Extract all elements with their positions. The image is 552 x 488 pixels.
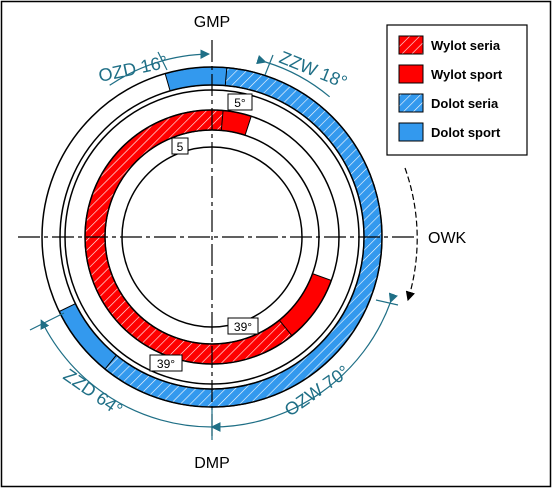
ozw-extension [375, 299, 399, 306]
zzw-extension [264, 54, 274, 76]
legend-swatch-solid-red [398, 64, 424, 84]
tdc-label: GMP [194, 14, 230, 31]
legend-label-intake-sport: Dolot sport [431, 125, 501, 140]
angle-box-exhaust-series-close: 5 [171, 137, 189, 155]
zzw-dimension-arc [256, 54, 331, 98]
angle-box-intake-series-close: 39° [149, 354, 183, 372]
ozd-dimension-arc [109, 49, 211, 86]
bdc-label: DMP [194, 455, 230, 472]
svg-text:5°: 5° [234, 96, 246, 110]
legend-swatch-hatched-red [398, 35, 424, 55]
dimension-lines [29, 49, 399, 440]
legend-label-intake-series: Dolot seria [431, 96, 499, 111]
ozw-dimension-arc [210, 292, 398, 432]
legend: Wylot seria Wylot sport Dolot seria Dolo… [386, 24, 528, 156]
svg-text:5: 5 [177, 140, 184, 154]
legend-swatch-hatched-blue [398, 93, 424, 113]
rotation-label: OWK [428, 230, 467, 247]
ozd-extension [157, 51, 168, 71]
svg-text:39°: 39° [234, 320, 252, 334]
zzd-extension [29, 312, 65, 331]
angle-box-intake-series-open: 5° [227, 93, 253, 111]
legend-swatch-solid-blue [398, 122, 424, 142]
zzd-dimension-arc [40, 319, 221, 432]
legend-label-exhaust-series: Wylot seria [431, 38, 501, 53]
angle-box-exhaust-series-open: 39° [227, 317, 259, 335]
legend-label-exhaust-sport: Wylot sport [431, 67, 503, 82]
rotation-arrow [404, 167, 418, 302]
svg-text:39°: 39° [157, 357, 175, 371]
